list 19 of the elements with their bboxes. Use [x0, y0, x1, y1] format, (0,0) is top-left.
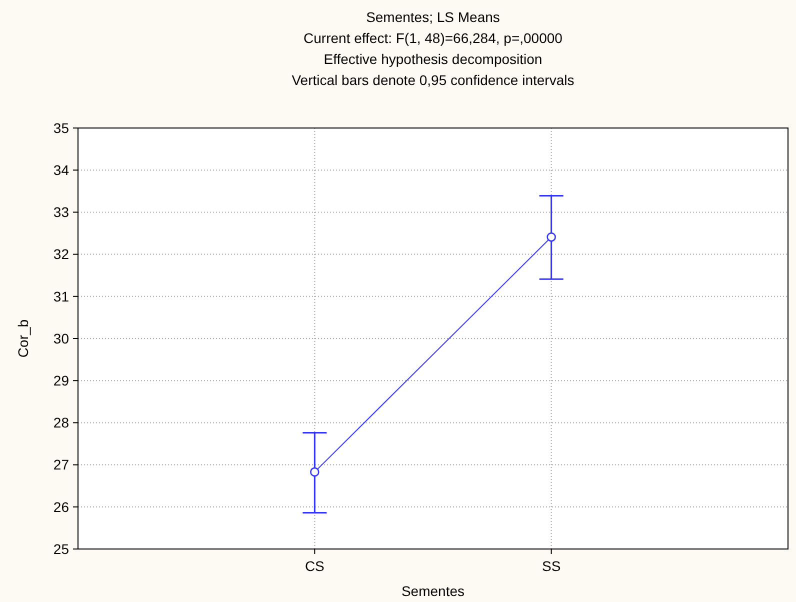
y-tick-label: 32: [53, 246, 70, 262]
y-tick-label: 27: [53, 456, 70, 473]
y-tick-label: 34: [53, 162, 70, 178]
y-tick-label: 29: [53, 372, 70, 388]
x-tick-label: SS: [542, 558, 561, 574]
chart-subtitle: Current effect: F(1, 48)=66,284, p=,00000: [304, 30, 563, 46]
text: Effective hypothesis decomposition: [324, 51, 542, 67]
text: Vertical bars denote 0,95 confidence intervals: [292, 72, 574, 88]
chart-title: Sementes; LS Means: [366, 9, 500, 25]
y-tick-label: 25: [53, 540, 70, 557]
y-axis-title: Cor_b: [15, 319, 31, 358]
x-axis-title: Sementes: [401, 583, 465, 599]
y-tick-label: 26: [53, 498, 70, 515]
y-tick-label: 30: [53, 330, 70, 346]
y-tick-label: 35: [53, 120, 70, 136]
x-tick-label: CS: [304, 558, 324, 574]
y-tick-label: 33: [53, 204, 70, 220]
y-tick-label: 28: [53, 414, 70, 431]
y-tick-label: 31: [53, 288, 70, 304]
